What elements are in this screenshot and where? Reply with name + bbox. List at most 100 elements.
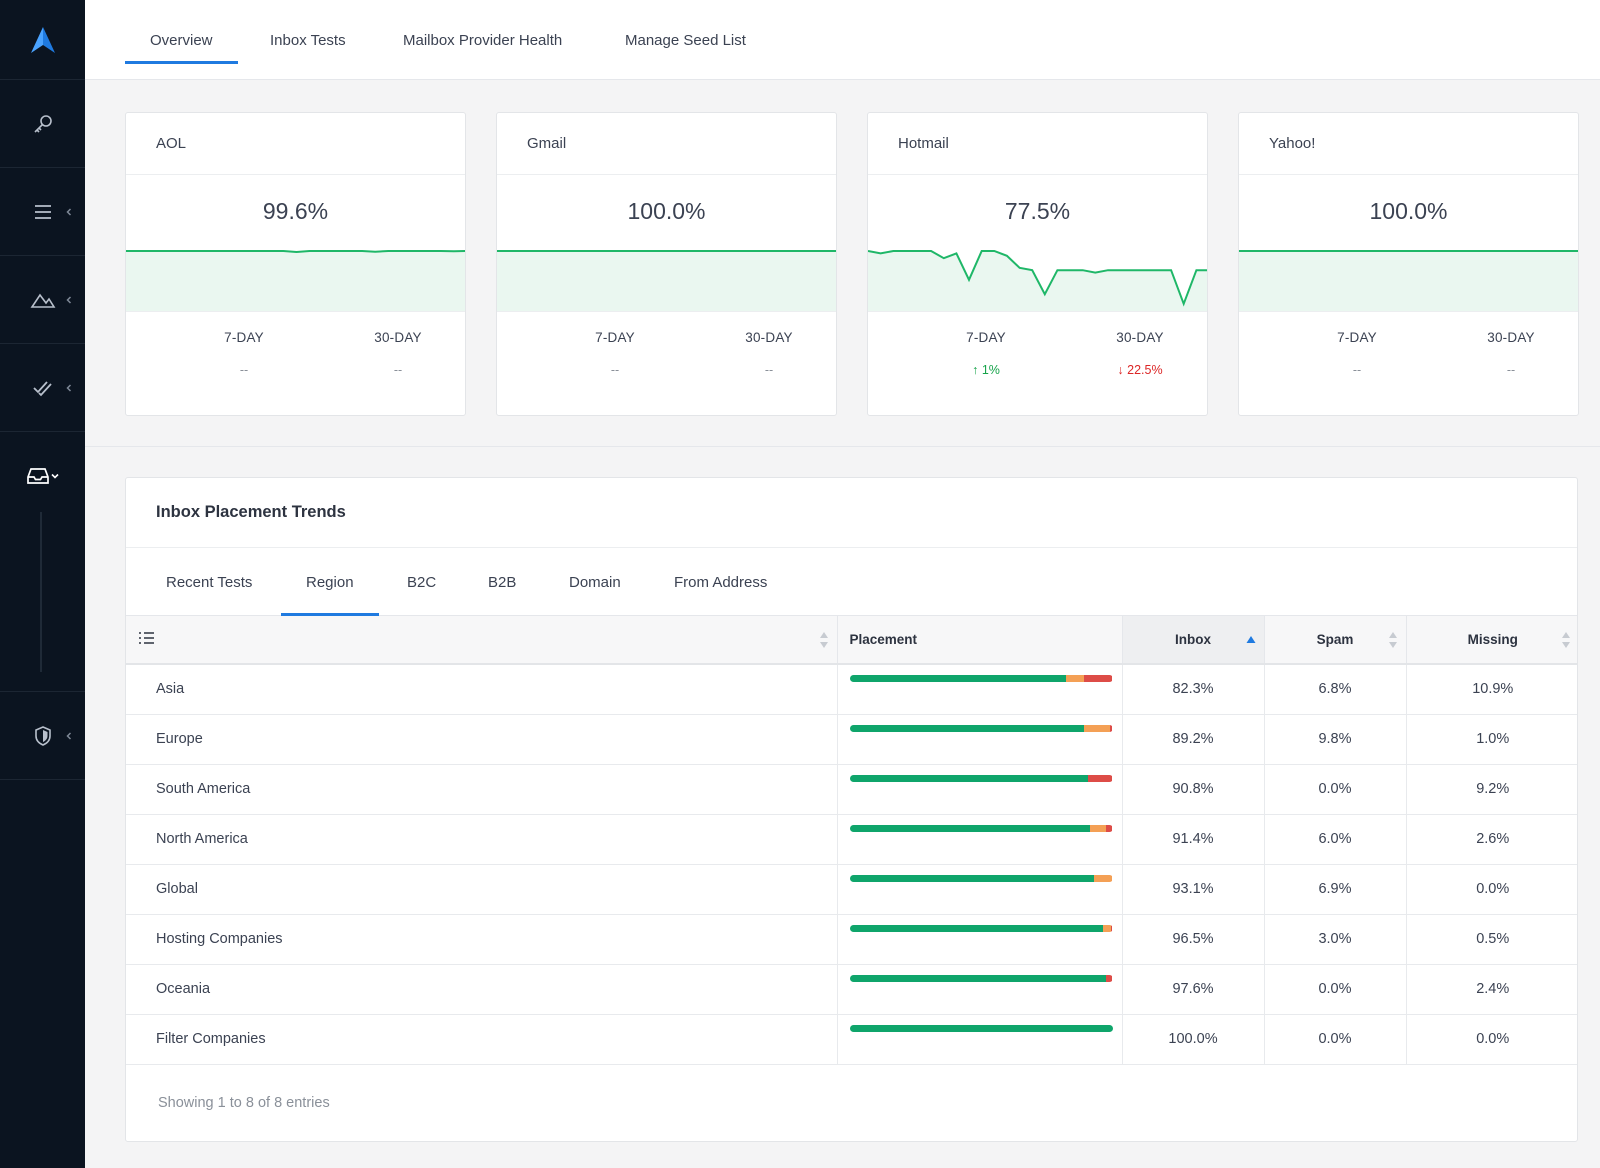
seven-day-value: ↑ 1% xyxy=(926,363,1046,377)
spam-segment xyxy=(1094,875,1113,882)
seven-day-stat: 7-DAY ↑ 1% xyxy=(926,330,1046,377)
sidebar xyxy=(0,0,85,1168)
spam-value: 6.8% xyxy=(1264,664,1407,715)
spam-segment xyxy=(1089,825,1106,832)
tab-domain[interactable]: Domain xyxy=(569,573,621,591)
table-row[interactable]: South America 90.8% 0.0% 9.2% xyxy=(126,764,1577,815)
spam-value: 6.9% xyxy=(1264,864,1407,915)
row-label: Filter Companies xyxy=(126,1014,838,1065)
missing-value: 1.0% xyxy=(1406,714,1577,765)
table-row[interactable]: North America 91.4% 6.0% 2.6% xyxy=(126,814,1577,865)
sidebar-submenu-line xyxy=(40,512,42,672)
placement-bar xyxy=(849,1025,1113,1032)
placement-cell xyxy=(837,964,1123,1015)
seven-day-value: -- xyxy=(1352,363,1362,377)
arrow-down-icon: ↓ xyxy=(1117,363,1124,377)
seven-day-change: 1% xyxy=(981,363,1000,377)
provider-trend-sparkline xyxy=(126,250,465,311)
sparkline-line xyxy=(868,250,1207,307)
sidebar-item-menu[interactable] xyxy=(0,168,85,256)
provider-card-hotmail: Hotmail 77.5% 7-DAY ↑ 1% 30-DAY ↓ 22.5% xyxy=(867,112,1208,416)
placement-cell xyxy=(837,814,1123,865)
inbox-value: 90.8% xyxy=(1122,764,1265,815)
table-row[interactable]: Europe 89.2% 9.8% 1.0% xyxy=(126,714,1577,765)
tab-mailbox-provider-health[interactable]: Mailbox Provider Health xyxy=(403,31,563,49)
seven-day-stat: 7-DAY -- xyxy=(184,330,304,377)
inbox-segment xyxy=(849,1025,1113,1032)
chevron-left-icon xyxy=(66,295,72,304)
row-label: South America xyxy=(126,764,838,815)
seven-day-value: -- xyxy=(610,363,620,377)
spam-segment xyxy=(1084,725,1110,732)
table-row[interactable]: Global 93.1% 6.9% 0.0% xyxy=(126,864,1577,915)
placement-bar xyxy=(849,725,1113,732)
column-header-spam-label: Spam xyxy=(1316,632,1354,647)
spam-value: 0.0% xyxy=(1264,764,1407,815)
column-header-missing[interactable]: Missing xyxy=(1406,616,1577,665)
tab-region[interactable]: Region xyxy=(281,548,378,616)
double-check-icon xyxy=(32,380,52,396)
chevron-left-icon xyxy=(66,383,72,392)
key-icon xyxy=(33,114,52,133)
placement-cell xyxy=(837,864,1123,915)
thirty-day-value: -- xyxy=(393,363,403,377)
thirty-day-stat: 30-DAY -- xyxy=(338,330,458,377)
column-header-spam[interactable]: Spam xyxy=(1264,616,1407,665)
placement-cell xyxy=(837,914,1123,965)
tab-manage-seed-list[interactable]: Manage Seed List xyxy=(625,31,746,49)
placement-bar xyxy=(849,975,1113,982)
tab-inbox-tests[interactable]: Inbox Tests xyxy=(270,31,346,49)
sparkline-area xyxy=(126,251,465,311)
row-label: North America xyxy=(126,814,838,865)
tab-b2c[interactable]: B2C xyxy=(407,573,437,591)
provider-name: Hotmail xyxy=(868,113,1207,175)
sidebar-item-inbox-toggle[interactable] xyxy=(0,432,85,520)
tab-from-address[interactable]: From Address xyxy=(674,573,768,591)
column-header-inbox[interactable]: Inbox xyxy=(1122,616,1265,665)
sidebar-item-keys[interactable] xyxy=(0,80,85,168)
missing-value: 9.2% xyxy=(1406,764,1577,815)
menu-icon xyxy=(34,204,51,219)
table-row[interactable]: Oceania 97.6% 0.0% 2.4% xyxy=(126,964,1577,1015)
spam-segment xyxy=(1065,675,1084,683)
thirty-day-stat: 30-DAY ↓ 22.5% xyxy=(1080,330,1200,377)
missing-segment xyxy=(1083,675,1113,683)
table-row[interactable]: Hosting Companies 96.5% 3.0% 0.5% xyxy=(126,914,1577,965)
sort-icon xyxy=(819,631,828,648)
inbox-value: 96.5% xyxy=(1122,914,1265,965)
table-row[interactable]: Asia 82.3% 6.8% 10.9% xyxy=(126,664,1577,715)
missing-value: 0.5% xyxy=(1406,914,1577,965)
inbox-segment xyxy=(849,925,1104,932)
sparkline-area xyxy=(497,251,836,311)
placement-bar xyxy=(849,925,1113,932)
thirty-day-label: 30-DAY xyxy=(1116,330,1164,345)
tab-recent-tests[interactable]: Recent Tests xyxy=(166,573,253,591)
chevron-left-icon xyxy=(66,731,72,740)
inbox-value: 89.2% xyxy=(1122,714,1265,765)
top-nav: Overview Inbox Tests Mailbox Provider He… xyxy=(85,0,1600,80)
placement-cell xyxy=(837,664,1123,715)
tab-b2b[interactable]: B2B xyxy=(488,573,517,591)
sparkline-line xyxy=(126,250,465,254)
app-logo[interactable] xyxy=(0,0,85,80)
tab-overview[interactable]: Overview xyxy=(125,0,237,80)
inbox-value: 91.4% xyxy=(1122,814,1265,865)
spam-value: 0.0% xyxy=(1264,964,1407,1015)
thirty-day-value: -- xyxy=(764,363,774,377)
thirty-day-change: 22.5% xyxy=(1127,363,1163,377)
table-row[interactable]: Filter Companies 100.0% 0.0% 0.0% xyxy=(126,1014,1577,1065)
missing-segment xyxy=(1088,775,1113,782)
column-header-placement[interactable]: Placement xyxy=(837,616,1123,665)
inbox-value: 100.0% xyxy=(1122,1014,1265,1065)
seven-day-value: -- xyxy=(239,363,249,377)
sort-icon xyxy=(1388,631,1397,648)
provider-trend-sparkline xyxy=(868,250,1207,311)
shield-icon xyxy=(34,725,51,746)
provider-trend-sparkline xyxy=(1239,250,1578,311)
sidebar-item-tasks[interactable] xyxy=(0,344,85,432)
column-header-name[interactable] xyxy=(126,616,838,665)
seven-day-label: 7-DAY xyxy=(966,330,1006,345)
sidebar-item-analytics[interactable] xyxy=(0,256,85,344)
provider-name: AOL xyxy=(126,113,465,175)
sidebar-item-security[interactable] xyxy=(0,692,85,780)
